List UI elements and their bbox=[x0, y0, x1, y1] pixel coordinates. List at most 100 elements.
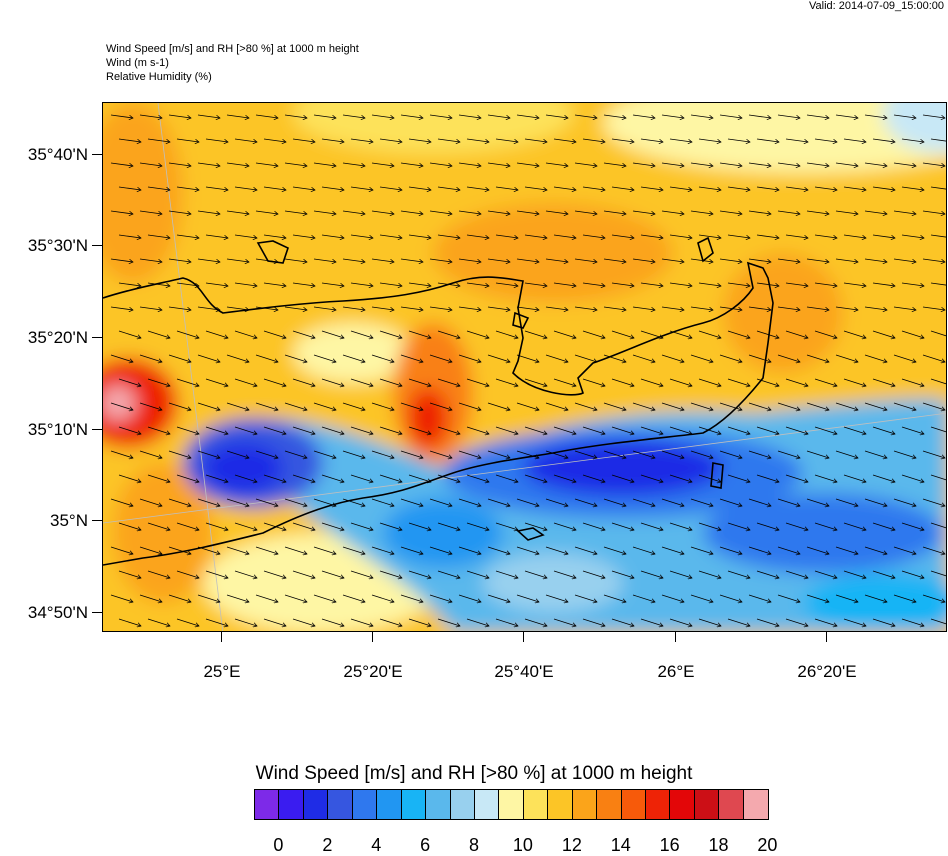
wind-arrow bbox=[516, 450, 539, 458]
wind-arrow bbox=[756, 186, 779, 190]
x-label-25-40e: 25°40'E bbox=[494, 662, 554, 681]
wind-arrow bbox=[727, 282, 750, 286]
wind-arrow bbox=[205, 522, 228, 530]
wind-arrow bbox=[777, 498, 800, 506]
wind-arrow bbox=[669, 138, 692, 142]
wind-arrow bbox=[632, 114, 655, 118]
wind-arrow bbox=[197, 450, 220, 458]
wind-arrow bbox=[930, 474, 946, 481]
wind-arrow bbox=[197, 402, 220, 410]
wind-arrow bbox=[516, 594, 539, 602]
wind-arrow bbox=[313, 306, 336, 310]
wind-arrow bbox=[864, 114, 887, 118]
wind-arrow bbox=[756, 282, 779, 286]
wind-arrow bbox=[785, 282, 808, 286]
wind-arrow bbox=[321, 186, 344, 190]
wind-arrow bbox=[226, 354, 249, 362]
wind-arrow bbox=[205, 186, 228, 190]
wind-arrow bbox=[408, 522, 431, 530]
legend-label: 10 bbox=[512, 835, 533, 855]
wind-arrow bbox=[864, 594, 887, 602]
wind-arrow bbox=[582, 522, 605, 530]
legend-label: 8 bbox=[469, 835, 480, 855]
wind-arrow bbox=[458, 114, 481, 118]
wind-arrow bbox=[495, 570, 518, 578]
wind-arrow bbox=[843, 570, 866, 578]
wind-arrow bbox=[582, 330, 605, 338]
legend-swatch bbox=[670, 790, 695, 819]
wind-arrow bbox=[226, 402, 249, 410]
wind-arrow bbox=[516, 162, 539, 166]
wind-arrow bbox=[553, 618, 576, 626]
wind-arrow bbox=[611, 474, 634, 482]
wind-arrow bbox=[922, 402, 945, 410]
x-tick bbox=[372, 632, 373, 642]
wind-arrow bbox=[350, 618, 373, 626]
wind-arrow bbox=[524, 618, 547, 626]
wind-arrow bbox=[640, 618, 663, 626]
wind-arrow bbox=[118, 378, 141, 386]
wind-arrow bbox=[466, 186, 489, 190]
wind-arrow bbox=[698, 234, 721, 238]
wind-arrow bbox=[487, 162, 510, 166]
x-tick bbox=[826, 632, 827, 642]
wind-arrow bbox=[429, 210, 452, 214]
wind-arrow bbox=[835, 258, 858, 262]
wind-arrow bbox=[263, 522, 286, 530]
wind-arrow bbox=[553, 186, 576, 190]
wind-arrow bbox=[545, 402, 568, 410]
wind-arrow bbox=[263, 330, 286, 338]
wind-arrow bbox=[263, 570, 286, 578]
wind-arrow bbox=[901, 378, 924, 386]
wind-arrow bbox=[669, 474, 692, 482]
wind-arrow bbox=[466, 282, 489, 286]
wind-arrow bbox=[698, 330, 721, 338]
wind-arrow bbox=[379, 618, 402, 626]
wind-arrow bbox=[872, 282, 895, 286]
wind-arrow bbox=[698, 378, 721, 386]
wind-arrow bbox=[893, 114, 916, 118]
legend-swatch bbox=[450, 790, 475, 819]
wind-arrow bbox=[806, 498, 829, 506]
coastline bbox=[103, 236, 774, 566]
wind-arrow bbox=[292, 234, 315, 238]
wind-arrow bbox=[255, 114, 278, 118]
wind-arrow bbox=[632, 546, 655, 554]
wind-arrow bbox=[843, 138, 866, 142]
wind-arrow bbox=[843, 522, 866, 530]
wind-arrow bbox=[806, 546, 829, 554]
wind-arrow bbox=[524, 474, 547, 482]
wind-arrow bbox=[814, 522, 837, 530]
wind-arrow bbox=[321, 522, 344, 530]
y-tick bbox=[92, 245, 102, 246]
wind-arrow bbox=[690, 402, 713, 410]
wind-arrow bbox=[603, 450, 626, 458]
wind-arrow bbox=[118, 330, 141, 338]
wind-arrow bbox=[756, 522, 779, 530]
wind-arrow bbox=[255, 498, 278, 506]
wind-arrow bbox=[168, 114, 191, 118]
wind-arrow bbox=[147, 474, 170, 482]
wind-arrow bbox=[197, 114, 220, 118]
wind-arrow bbox=[727, 378, 750, 386]
x-label-26-20e: 26°20'E bbox=[797, 662, 857, 681]
wind-arrow bbox=[263, 618, 286, 626]
wind-arrow bbox=[197, 354, 220, 362]
wind-arrow bbox=[814, 138, 837, 142]
wind-arrow bbox=[806, 258, 829, 262]
wind-arrow bbox=[524, 426, 547, 434]
wind-arrow bbox=[313, 114, 336, 118]
wind-arrow bbox=[785, 570, 808, 578]
wind-arrow bbox=[690, 354, 713, 362]
wind-arrow bbox=[110, 450, 133, 458]
wind-arrow bbox=[785, 618, 808, 626]
wind-arrow bbox=[321, 426, 344, 434]
wind-arrow bbox=[139, 498, 162, 506]
wind-arrow bbox=[690, 162, 713, 166]
legend-swatch bbox=[499, 790, 524, 819]
wind-arrow bbox=[582, 378, 605, 386]
wind-arrow bbox=[226, 114, 249, 118]
wind-arrow bbox=[263, 426, 286, 434]
wind-arrow bbox=[197, 546, 220, 554]
wind-arrow bbox=[255, 594, 278, 602]
